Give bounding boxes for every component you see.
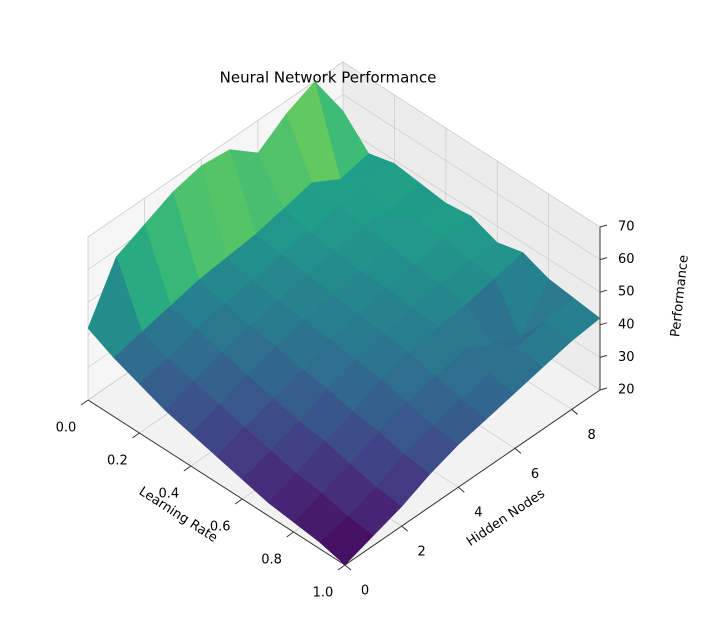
- z-axis-label: Performance: [668, 254, 692, 338]
- y-tick-label: 0: [361, 584, 369, 599]
- y-tick-label: 4: [474, 506, 482, 521]
- tick-mark: [344, 564, 352, 571]
- tick-mark: [571, 409, 578, 415]
- tick-mark: [80, 399, 89, 406]
- z-tick-label: 70: [618, 220, 635, 235]
- y-tick-label: 2: [418, 545, 426, 560]
- tick-mark: [599, 289, 608, 293]
- tick-mark: [599, 387, 608, 391]
- z-tick-label: 60: [618, 252, 635, 267]
- x-tick-label: 0.6: [210, 520, 231, 535]
- x-tick-label: 0.2: [107, 454, 128, 469]
- tick-mark: [599, 322, 608, 326]
- surface-face: [318, 515, 374, 566]
- tick-mark: [458, 486, 465, 493]
- tick-mark: [286, 531, 294, 538]
- y-tick-label: 8: [588, 428, 596, 443]
- x-tick-label: 1.0: [313, 586, 334, 601]
- z-tick-label: 50: [618, 285, 635, 300]
- axis-line: [344, 389, 601, 566]
- tick-mark: [599, 224, 608, 228]
- tick-mark: [183, 465, 192, 472]
- x-tick-label: 0.8: [261, 553, 282, 568]
- grid-line: [87, 61, 344, 238]
- chart-title: Neural Network Performance: [220, 69, 437, 87]
- tick-mark: [337, 564, 346, 571]
- axis-line: [87, 399, 346, 566]
- tick-mark: [401, 525, 408, 532]
- tick-mark: [599, 354, 608, 358]
- tick-mark: [132, 432, 140, 439]
- x-tick-label: 0.4: [158, 487, 179, 502]
- tick-mark: [234, 498, 243, 505]
- grid-line: [342, 94, 601, 260]
- y-tick-label: 6: [531, 467, 539, 482]
- grid-line: [342, 126, 601, 293]
- z-tick-label: 20: [618, 383, 635, 398]
- x-tick-label: 0.0: [56, 421, 77, 436]
- tick-mark: [599, 257, 608, 261]
- tick-mark: [514, 447, 522, 454]
- grid-line: [342, 61, 601, 228]
- z-tick-label: 30: [618, 350, 635, 365]
- z-tick-label: 40: [618, 317, 635, 332]
